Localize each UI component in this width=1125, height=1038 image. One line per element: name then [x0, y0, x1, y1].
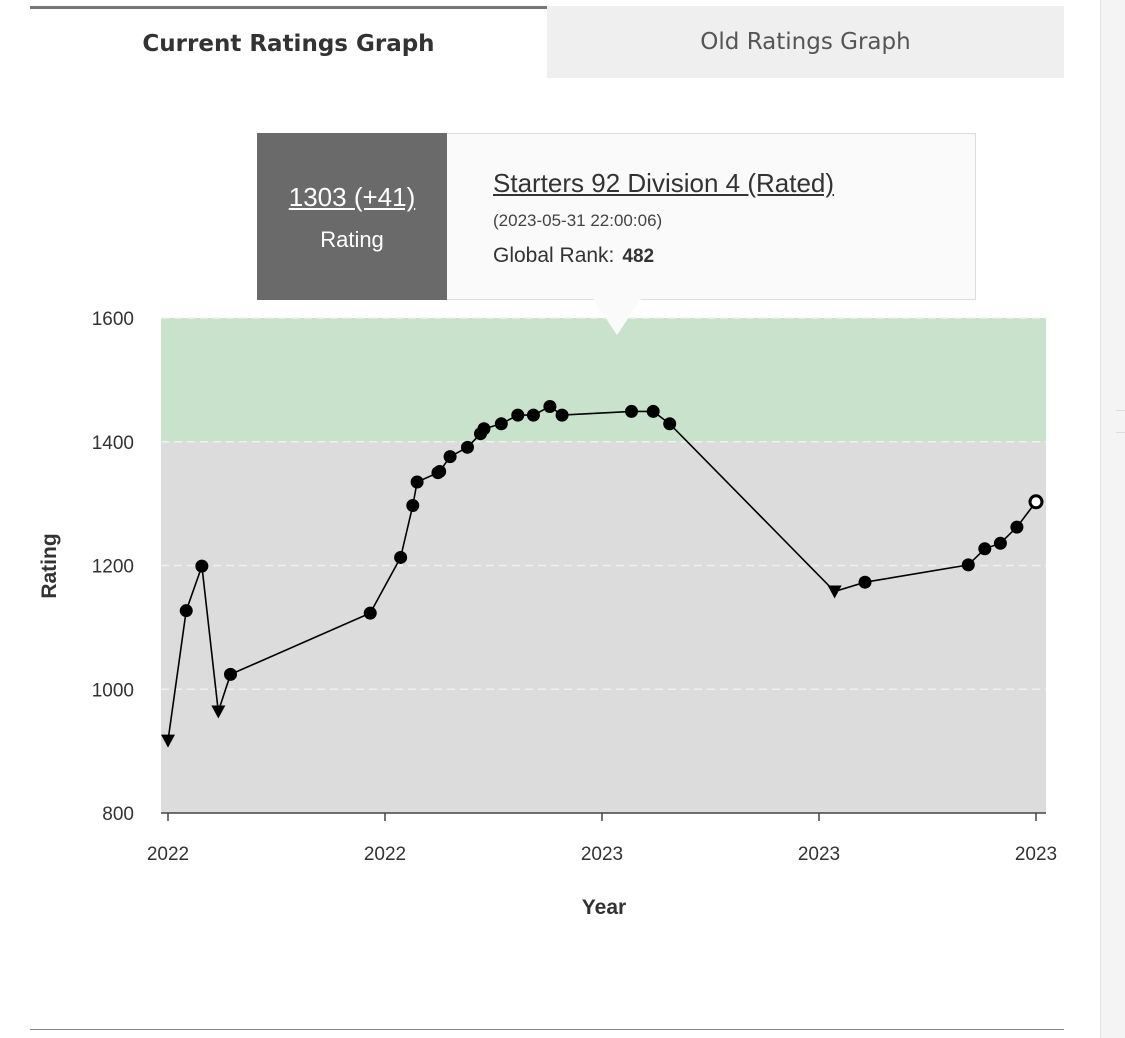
y-tick-label: 800	[102, 804, 134, 825]
rating-bands	[161, 318, 1046, 813]
data-point	[433, 464, 447, 478]
x-tick-label: 2023	[1015, 844, 1057, 865]
rating-graph-tabs: Current Ratings Graph Old Ratings Graph	[30, 6, 1064, 78]
tab-current-ratings-graph[interactable]: Current Ratings Graph	[30, 6, 547, 78]
data-point	[526, 408, 540, 422]
data-point	[494, 417, 508, 431]
y-tick-label: 1200	[92, 557, 134, 578]
tooltip-pointer	[593, 299, 641, 335]
data-point	[978, 542, 992, 556]
tooltip-datetime: (2023-05-31 22:00:06)	[493, 211, 663, 230]
y-axis-label: Rating	[38, 533, 61, 598]
tooltip-rating-value[interactable]: 1303 (+41)	[288, 182, 416, 212]
data-point	[394, 550, 408, 564]
axes: 800 1000 1200 1400 1600 2022 2022 2023 2023 2023	[92, 309, 1057, 865]
data-point	[1010, 520, 1024, 534]
data-point-triangle	[161, 734, 175, 748]
data-point	[443, 450, 457, 464]
tab-old-ratings-graph[interactable]: Old Ratings Graph	[547, 6, 1064, 78]
data-point	[460, 440, 474, 454]
rail-divider	[1116, 410, 1125, 411]
data-point	[477, 422, 491, 436]
tooltip-rank-label: Global Rank:	[493, 244, 615, 267]
data-point	[625, 404, 639, 418]
data-point	[555, 408, 569, 422]
y-tick-label: 1000	[92, 680, 134, 701]
data-point	[646, 404, 660, 418]
data-point	[223, 667, 237, 681]
data-point	[543, 399, 557, 413]
data-point-triangle	[211, 705, 226, 719]
rating-band-0	[161, 441, 1046, 813]
tooltip-contest-link[interactable]: Starters 92 Division 4 (Rated)	[493, 168, 835, 198]
bottom-divider	[30, 1029, 1064, 1030]
rating-line	[167, 405, 1037, 741]
tooltip-rank-value: 482	[622, 246, 655, 267]
x-tick-label: 2023	[798, 844, 840, 865]
tooltip-global-rank: Global Rank: 482	[493, 244, 654, 268]
data-point-selected	[1028, 494, 1044, 510]
y-tick-label: 1600	[92, 309, 134, 330]
data-point	[961, 558, 975, 572]
data-point	[195, 559, 209, 573]
data-point	[363, 606, 377, 620]
x-tick-label: 2022	[364, 844, 406, 865]
data-point	[511, 408, 525, 422]
rail-divider	[1116, 432, 1125, 433]
tooltip-rating-panel: 1303 (+41) Rating	[257, 133, 447, 300]
tooltip-rating-label: Rating	[320, 227, 384, 252]
data-point	[993, 536, 1007, 550]
data-point	[179, 604, 193, 618]
x-tick-label: 2022	[147, 844, 189, 865]
tooltip-contest-panel: Starters 92 Division 4 (Rated) (2023-05-…	[447, 133, 976, 300]
data-point	[410, 475, 424, 489]
rating-series	[161, 399, 1044, 748]
rating-tooltip: 1303 (+41) Rating Starters 92 Division 4…	[257, 133, 976, 335]
x-tick-label: 2023	[581, 844, 623, 865]
y-tick-label: 1400	[92, 433, 134, 454]
data-point	[406, 498, 420, 512]
page-scrollbar[interactable]	[1100, 0, 1125, 1038]
data-point-triangle	[827, 585, 842, 599]
data-point	[858, 575, 872, 589]
rating-band-1	[161, 318, 1046, 442]
x-axis-label: Year	[582, 896, 626, 919]
data-point	[663, 417, 677, 431]
